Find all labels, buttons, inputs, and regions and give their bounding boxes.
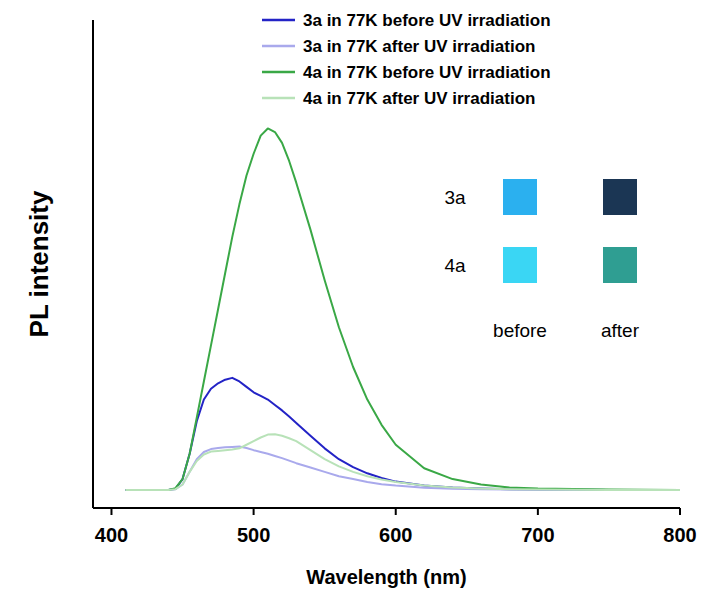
inset-row-label: 4a — [444, 255, 466, 276]
legend-swatch — [262, 71, 295, 74]
chart: 400 500 600 700 800 Wavelength (nm) PL intensi… — [0, 0, 702, 597]
x-tick — [110, 508, 112, 515]
series-line — [126, 128, 680, 489]
x-axis — [93, 507, 680, 509]
inset-photo — [603, 247, 637, 283]
inset-column-label: before — [493, 320, 547, 341]
legend-label: 3a in 77K before UV irradiation — [303, 11, 551, 30]
inset-column-label: after — [601, 320, 640, 341]
x-tick-label: 600 — [379, 524, 412, 546]
legend-label: 3a in 77K after UV irradiation — [303, 37, 535, 56]
inset-photo — [503, 247, 537, 283]
inset-row-label: 3a — [444, 187, 466, 208]
x-tick-label: 700 — [521, 524, 554, 546]
legend-label: 4a in 77K before UV irradiation — [303, 63, 551, 82]
x-tick — [537, 508, 539, 515]
y-axis — [92, 20, 94, 508]
plot-area — [126, 128, 680, 489]
x-axis-title: Wavelength (nm) — [306, 566, 466, 588]
legend: 3a in 77K before UV irradiation 3a in 77K… — [262, 11, 551, 108]
x-tick — [253, 508, 255, 515]
legend-label: 4a in 77K after UV irradiation — [303, 89, 535, 108]
legend-swatch — [262, 97, 295, 100]
legend-swatch — [262, 45, 295, 48]
x-tick — [679, 508, 681, 515]
x-tick-label: 400 — [95, 524, 128, 546]
inset-photo — [603, 179, 637, 215]
x-tick-label: 500 — [237, 524, 270, 546]
inset-photo — [503, 179, 537, 215]
x-tick — [395, 508, 397, 515]
y-axis-title: PL intensity — [24, 190, 54, 337]
x-tick-label: 800 — [663, 524, 696, 546]
series-line — [126, 378, 680, 490]
legend-swatch — [262, 19, 295, 22]
series-line — [126, 434, 680, 490]
